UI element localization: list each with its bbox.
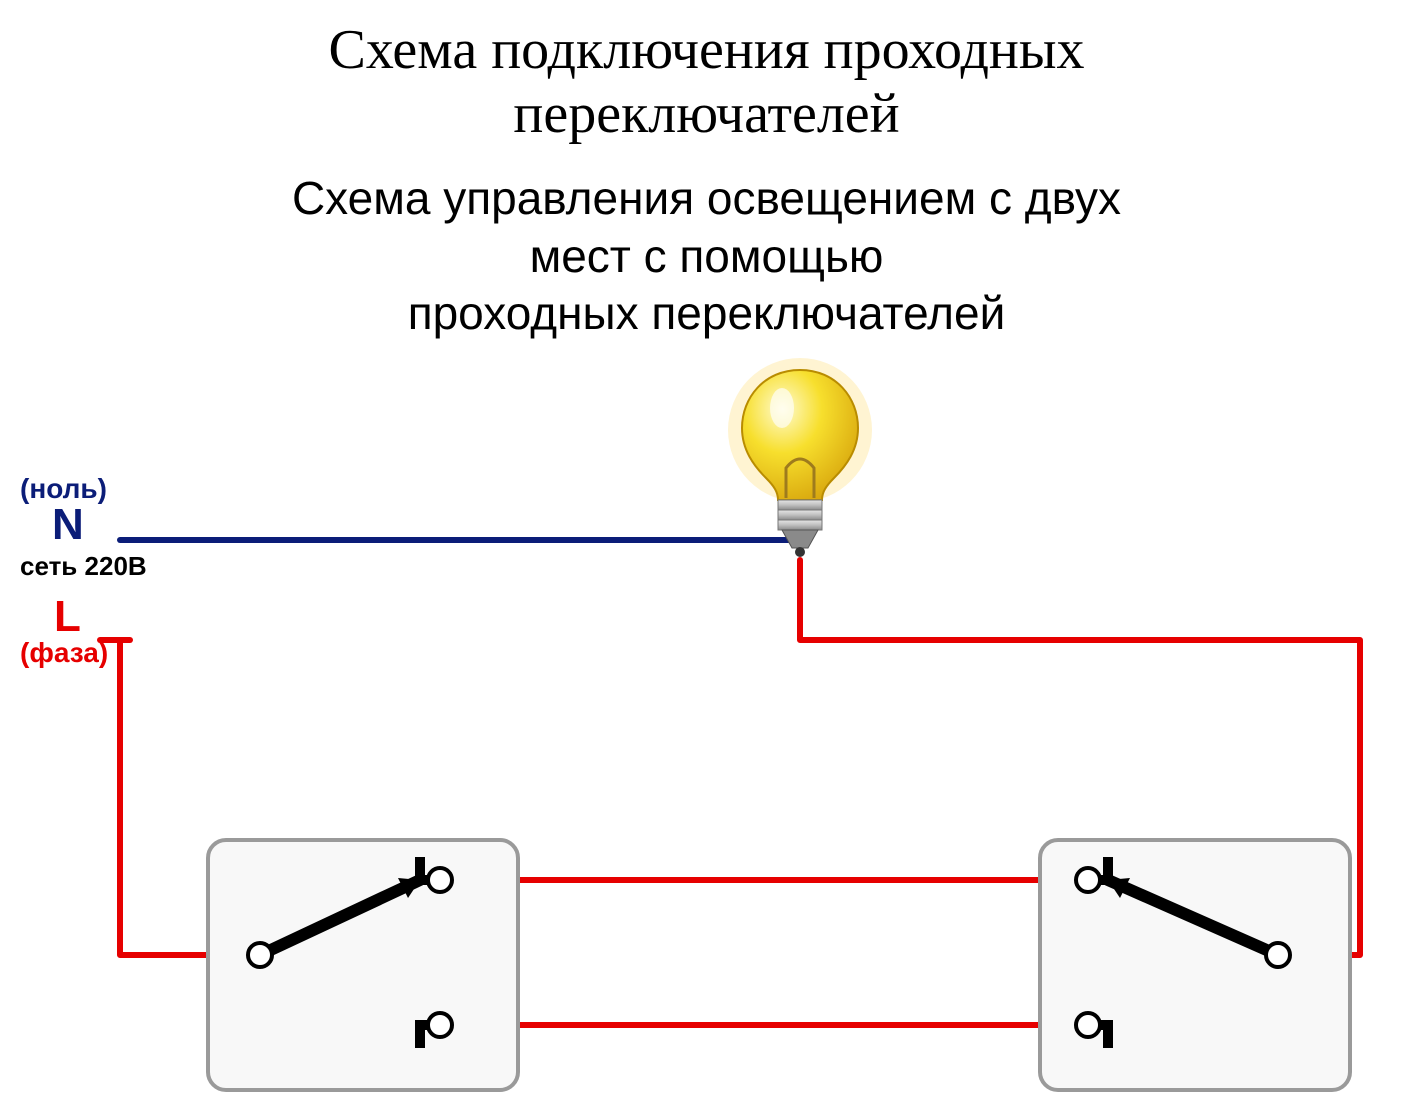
switch-2-node-top [1076, 868, 1100, 892]
switch-1-node-common [248, 943, 272, 967]
switch-1-node-top [428, 868, 452, 892]
switch-1-node-bottom [428, 1013, 452, 1037]
switch-2-node-bottom [1076, 1013, 1100, 1037]
page-root: Схема подключения проходных переключател… [0, 0, 1413, 1116]
wiring-diagram [0, 0, 1413, 1116]
switch-2-node-common [1266, 943, 1290, 967]
bulb-icon [728, 358, 872, 557]
